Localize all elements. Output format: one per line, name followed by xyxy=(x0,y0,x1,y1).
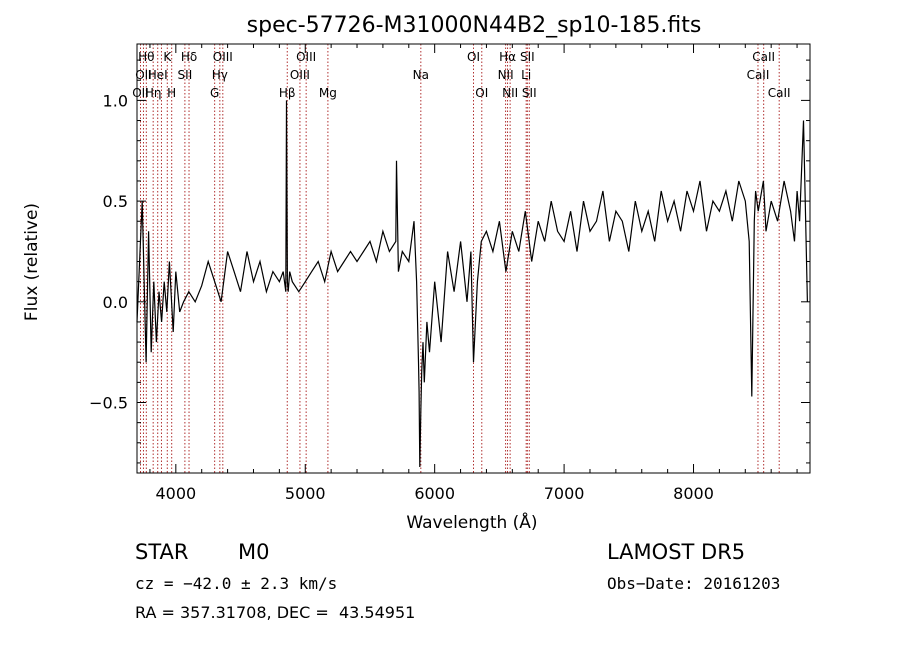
marker-label: Hβ xyxy=(279,86,296,100)
marker-label: CaII xyxy=(768,86,791,100)
y-tick-label: −0.5 xyxy=(89,394,128,413)
marker-label: CaII xyxy=(747,68,770,82)
x-axis-label: Wavelength (Å) xyxy=(406,511,537,533)
marker-label: NII xyxy=(498,68,514,82)
marker-label: Hα xyxy=(499,50,516,64)
marker-label: Li xyxy=(521,68,531,82)
object-subclass: M0 xyxy=(238,540,270,564)
y-axis-ticks: −0.5 0.0 0.5 1.0 xyxy=(89,59,810,464)
y-axis-label: Flux (relative) xyxy=(22,203,42,321)
y-tick-label: 0.0 xyxy=(103,293,128,312)
marker-label: NII xyxy=(502,86,518,100)
marker-label: Mg xyxy=(319,86,337,100)
marker-label: H xyxy=(167,86,176,100)
marker-label: OIII xyxy=(290,68,310,82)
marker-label: SII xyxy=(178,68,193,82)
line-marker-labels: OIIOIIHθHηHeIKHSIIHδGHγOIIIHβOIIIOIIIMgN… xyxy=(132,50,790,100)
marker-label: Hγ xyxy=(212,68,228,82)
marker-label: OI xyxy=(475,86,488,100)
marker-label: OII xyxy=(135,68,152,82)
y-tick-label: 1.0 xyxy=(103,91,128,110)
marker-label: Hη xyxy=(145,86,162,100)
spectrum-line xyxy=(136,100,808,468)
line-markers xyxy=(139,44,780,473)
marker-label: OIII xyxy=(213,50,233,64)
marker-label: G xyxy=(210,86,219,100)
marker-label: K xyxy=(163,50,172,64)
x-axis-ticks: 4000 5000 6000 7000 8000 xyxy=(149,44,798,503)
object-class: STAR xyxy=(135,540,189,564)
x-tick-label: 6000 xyxy=(414,484,455,503)
observation-date: Obs−Date: 20161203 xyxy=(607,574,781,593)
marker-label: SII xyxy=(520,50,535,64)
y-tick-label: 0.5 xyxy=(103,192,128,211)
x-tick-label: 8000 xyxy=(673,484,714,503)
marker-label: OII xyxy=(132,86,149,100)
plot-frame xyxy=(136,43,811,474)
marker-label: SII xyxy=(522,86,537,100)
marker-label: HeI xyxy=(148,68,168,82)
x-tick-label: 5000 xyxy=(285,484,326,503)
marker-label: OIII xyxy=(296,50,316,64)
chart-title: spec-57726-M31000N44B2_sp10-185.fits xyxy=(247,13,702,38)
x-tick-label: 4000 xyxy=(155,484,196,503)
survey-name: LAMOST DR5 xyxy=(607,540,746,564)
marker-label: Hθ xyxy=(138,50,154,64)
marker-label: CaII xyxy=(752,50,775,64)
marker-label: Hδ xyxy=(181,50,197,64)
redshift-cz: cz = −42.0 ± 2.3 km/s xyxy=(135,574,338,593)
marker-label: OI xyxy=(467,50,480,64)
coordinates: RA = 357.31708, DEC = 43.54951 xyxy=(135,603,416,622)
x-tick-label: 7000 xyxy=(544,484,585,503)
marker-label: Na xyxy=(413,68,429,82)
